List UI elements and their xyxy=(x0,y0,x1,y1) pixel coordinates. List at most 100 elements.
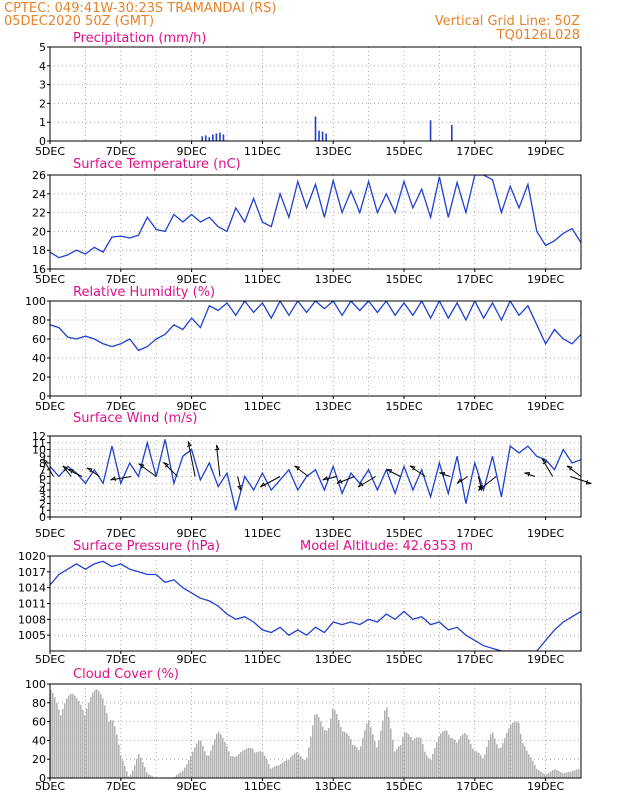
cloud-bar xyxy=(426,755,428,778)
panel-title: Surface Wind (m/s) xyxy=(73,411,197,426)
precip-bar xyxy=(321,131,324,141)
header-grid-note: Vertical Grid Line: 50Z xyxy=(435,14,580,29)
header-location: CPTEC: 049:41W-30:23S TRAMANDAI (RS) xyxy=(4,1,277,16)
precip-bar xyxy=(215,133,218,141)
cloud-bar xyxy=(380,730,382,778)
cloud-bar xyxy=(244,749,246,778)
cloud-bar xyxy=(528,754,530,778)
cloud-bar xyxy=(126,771,128,778)
panel-frame xyxy=(49,555,582,652)
cloud-bar xyxy=(328,727,330,778)
cloud-bar xyxy=(550,771,552,778)
cloud-bar xyxy=(576,769,578,778)
wind-arrowhead xyxy=(110,476,116,482)
y-tick-label: 60 xyxy=(32,716,46,729)
cloud-bar xyxy=(378,740,380,778)
cloud-bar xyxy=(100,693,102,778)
x-tick-label: 19DEC xyxy=(527,780,564,793)
cloud-bar xyxy=(370,727,372,778)
x-tick-label: 9DEC xyxy=(177,273,207,286)
cloud-bar xyxy=(396,748,398,778)
precip-bar xyxy=(219,132,221,141)
x-tick-label: 17DEC xyxy=(456,273,493,286)
cloud-bar xyxy=(372,734,374,778)
cloud-bar xyxy=(440,733,442,778)
cloud-bar xyxy=(430,760,432,778)
cloud-bar xyxy=(298,753,300,778)
y-tick-label: 0 xyxy=(39,390,46,403)
cloud-bar xyxy=(78,700,80,778)
y-tick-label: 80 xyxy=(32,314,46,327)
y-tick-label: 10 xyxy=(32,444,46,457)
x-tick-label: 15DEC xyxy=(385,273,422,286)
wind-vector xyxy=(67,469,83,477)
y-tick-label: 3 xyxy=(39,79,46,92)
precip-bar xyxy=(314,116,317,141)
cloud-bar xyxy=(144,767,146,778)
cloud-bar xyxy=(106,713,108,778)
cloud-bar xyxy=(390,728,392,778)
cloud-bar xyxy=(558,771,560,778)
panel-frame xyxy=(49,300,582,397)
cloud-bar xyxy=(512,722,514,778)
cloud-bar xyxy=(142,762,144,778)
cloud-bar xyxy=(322,726,324,778)
x-tick-label: 11DEC xyxy=(244,527,281,540)
cloud-bar xyxy=(408,734,410,778)
cloud-bar xyxy=(226,746,228,778)
cloud-bar xyxy=(218,731,220,778)
y-tick-label: 1008 xyxy=(18,613,46,626)
series-line xyxy=(50,301,581,352)
header-date: 05DEC2020 50Z (GMT) xyxy=(4,14,154,29)
cloud-bar xyxy=(498,748,500,778)
cloud-bar xyxy=(432,754,434,778)
cloud-bar xyxy=(526,750,528,778)
cloud-bar xyxy=(230,756,232,778)
cloud-bar xyxy=(320,721,322,778)
x-tick-label: 9DEC xyxy=(177,527,207,540)
cloud-bar xyxy=(444,730,446,778)
wind-vector xyxy=(566,465,582,477)
panel-2: 0 20 40 60 80 100 5DEC 7DEC 9DEC 11DEC 13DEC 15DEC 1… xyxy=(25,285,582,413)
y-tick-label: 40 xyxy=(32,734,46,747)
x-tick-label: 7DEC xyxy=(106,273,136,286)
cloud-bar xyxy=(406,732,408,778)
panel-0: 0 1 2 3 4 5 5DEC 7DEC 9DEC 11DEC 13DEC 15DEC 17DEC 19… xyxy=(35,31,582,158)
x-tick-label: 11DEC xyxy=(244,780,281,793)
y-tick-label: 11 xyxy=(32,437,46,450)
cloud-bar xyxy=(232,756,234,778)
y-tick-label: 1 xyxy=(39,504,46,517)
cloud-bar xyxy=(258,751,260,778)
cloud-bar xyxy=(64,703,66,778)
cloud-bar xyxy=(224,741,226,778)
panel-frame xyxy=(49,683,582,779)
cloud-bar xyxy=(252,748,254,778)
cloud-bar xyxy=(120,755,122,778)
cloud-bar xyxy=(104,705,106,778)
cloud-bar xyxy=(288,759,290,778)
cloud-bar xyxy=(92,692,94,778)
cloud-bar xyxy=(392,739,394,778)
cloud-bar xyxy=(76,698,78,778)
panel-frame xyxy=(49,174,582,270)
cloud-bar xyxy=(438,736,440,778)
cloud-bar xyxy=(482,758,484,778)
x-tick-label: 15DEC xyxy=(385,145,422,158)
cloud-bar xyxy=(384,710,386,778)
cloud-bar xyxy=(296,752,298,778)
y-tick-label: 4 xyxy=(39,484,46,497)
cloud-bar xyxy=(54,697,56,778)
cloud-bar xyxy=(216,733,218,778)
x-tick-label: 5DEC xyxy=(35,145,65,158)
cloud-bar xyxy=(50,689,52,778)
cloud-bar xyxy=(118,744,120,778)
cloud-bar xyxy=(116,734,118,778)
cloud-bar xyxy=(68,695,70,778)
cloud-bar xyxy=(478,752,480,778)
wind-vector xyxy=(524,472,536,477)
cloud-bar xyxy=(338,719,340,778)
wind-vector xyxy=(456,476,468,484)
cloud-bar xyxy=(294,753,296,778)
